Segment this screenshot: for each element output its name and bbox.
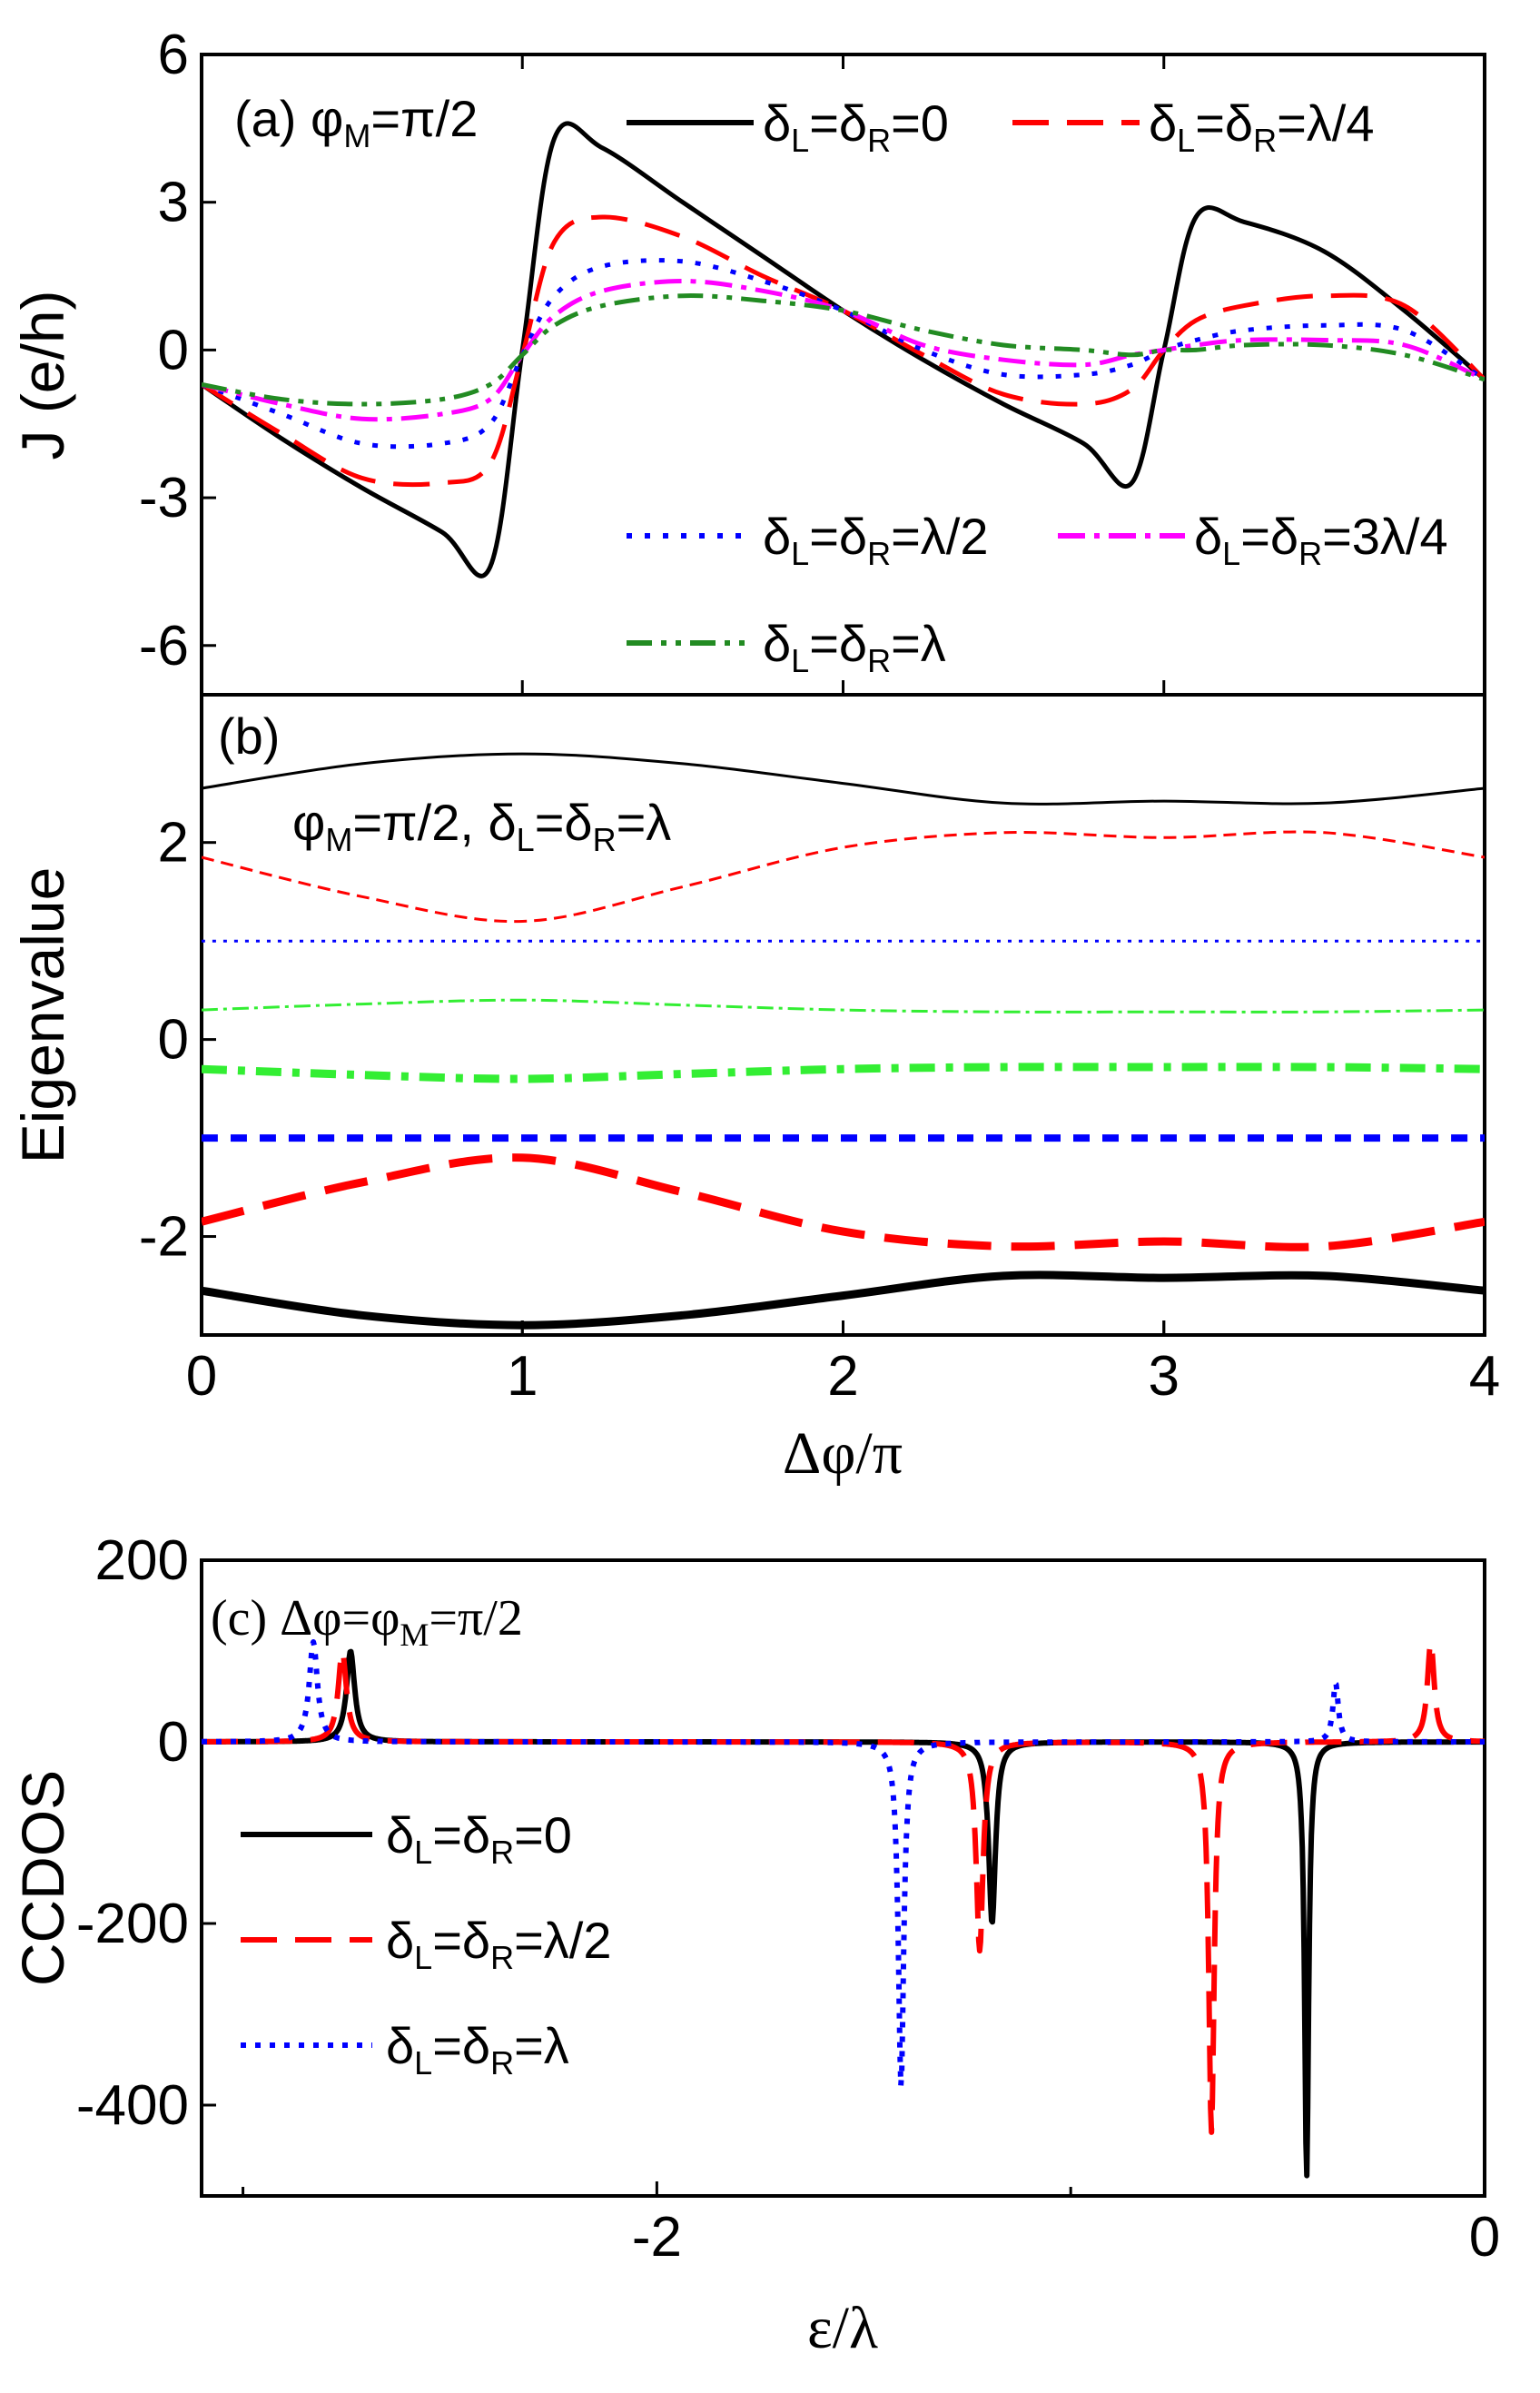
panel-a-legend: δL=δR=0 δL=δR=λ/4 δL=δR=λ/2 δL=δR=3λ/4 δ…	[627, 94, 1448, 679]
series-line-4	[202, 998, 1485, 1014]
ytick-label: 2	[158, 812, 189, 875]
panel-b-frame	[200, 693, 1486, 1337]
ytick-label: 3	[158, 172, 189, 234]
legend-a-label-5: δL=δR=λ	[763, 615, 946, 679]
panel-c-annotation: (c) Δφ=φM=π/2	[211, 1590, 523, 1653]
ytick-label: -200	[76, 1893, 189, 1955]
series-line-2	[202, 214, 1485, 488]
panel-c-legend: δL=δR=0 δL=δR=λ/2 δL=δR=λ	[241, 1806, 611, 2082]
ytick-label: -400	[76, 2074, 189, 2137]
xtick-label: 1	[507, 1345, 538, 1408]
panel-c-ylabel: CCDOS	[9, 1770, 76, 1986]
legend-c-label-1: δL=δR=0	[386, 1806, 572, 1871]
ytick-label: 200	[95, 1529, 189, 1592]
series-line-2	[202, 830, 1485, 924]
panel-b-ylabel: Eigenvalue	[9, 867, 76, 1164]
ytick-label: -2	[139, 1206, 189, 1269]
panel-b-ticks: 2 0 -2 0 1 2 3 4	[139, 812, 1500, 1408]
panel-c-ticks: 200 0 -200 -400 -2 0	[76, 1529, 1500, 2269]
legend-a-label-3: δL=δR=λ/2	[763, 508, 988, 572]
legend-c-label-3: δL=δR=λ	[386, 2017, 569, 2082]
panel-a-ylabel: J (e/h)	[9, 290, 76, 460]
ccdos-series-3	[202, 1639, 1485, 2089]
panel-a: 6 3 0 -3 -6 J (e/h) (a) φM=π/2 δL=δR=0 δL=δR…	[9, 24, 1486, 1335]
ytick-label: -6	[139, 615, 189, 677]
panel-a-series	[202, 121, 1485, 578]
panel-a-annotation: (a) φM=π/2	[234, 90, 478, 154]
panel-b: 2 0 -2 0 1 2 3 4 Eigenvalue Δφ/π (b) φM=π/2, δL…	[9, 693, 1500, 1487]
panel-c-frame	[200, 1558, 1486, 2198]
ytick-label: 0	[158, 319, 189, 381]
series-line-7	[202, 1153, 1485, 1251]
xtick-label: 0	[1469, 2206, 1500, 2269]
legend-c-label-2: δL=δR=λ/2	[386, 1912, 611, 1976]
xtick-label: 2	[827, 1345, 858, 1408]
series-line-3	[202, 258, 1485, 450]
series-line-4	[202, 279, 1485, 422]
ytick-label: 6	[158, 24, 189, 86]
xtick-label: -2	[632, 2206, 682, 2269]
xtick-label: 4	[1469, 1345, 1500, 1408]
series-line-1	[202, 752, 1485, 806]
ytick-label: 0	[158, 1009, 189, 1072]
panel-c-series	[202, 1639, 1485, 2179]
series-line-5	[202, 1063, 1485, 1083]
ytick-label: -3	[139, 467, 189, 529]
legend-a-label-1: δL=δR=0	[763, 94, 949, 159]
ytick-label: 0	[158, 1711, 189, 1774]
panel-b-annotation: φM=π/2, δL=δR=λ	[292, 794, 671, 858]
panel-b-xlabel: Δφ/π	[783, 1420, 903, 1487]
xtick-label: 0	[186, 1345, 217, 1408]
panel-b-label: (b)	[218, 707, 280, 765]
series-line-5	[202, 293, 1485, 407]
xtick-label: 3	[1149, 1345, 1180, 1408]
panel-b-series	[202, 752, 1485, 1330]
legend-a-label-2: δL=δR=λ/4	[1149, 94, 1374, 159]
panel-c-xlabel: ε/λ	[807, 2295, 878, 2361]
series-line-8	[202, 1271, 1485, 1330]
legend-a-label-4: δL=δR=3λ/4	[1194, 508, 1448, 572]
series-line-1	[202, 121, 1485, 578]
